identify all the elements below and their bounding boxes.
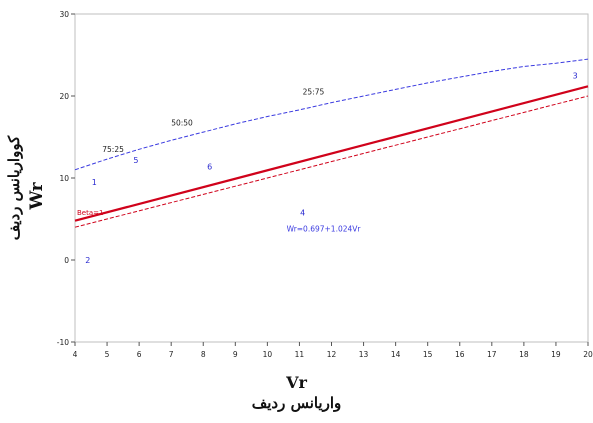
y-tick-label: -10 bbox=[57, 338, 69, 347]
x-axis-label: Vr bbox=[286, 373, 307, 392]
x-tick-label: 18 bbox=[519, 350, 529, 359]
x-tick-label: 7 bbox=[169, 350, 174, 359]
y-tick-label: 0 bbox=[64, 256, 69, 265]
x-tick-label: 6 bbox=[137, 350, 142, 359]
x-tick-label: 11 bbox=[295, 350, 305, 359]
x-tick-label: 16 bbox=[455, 350, 465, 359]
unit-slope-label: Beta=1 bbox=[77, 209, 103, 217]
x-tick-label: 10 bbox=[263, 350, 273, 359]
parabola-ratio-label: 75:25 bbox=[102, 145, 124, 154]
regression-line bbox=[74, 85, 589, 222]
regression-equation: Wr=0.697+1.024Vr bbox=[287, 224, 362, 233]
parabola-ratio-label: 50:50 bbox=[171, 119, 193, 128]
data-point-label: 2 bbox=[85, 256, 90, 265]
x-tick-label: 12 bbox=[327, 350, 337, 359]
x-tick-label: 8 bbox=[201, 350, 206, 359]
limiting-parabola bbox=[74, 58, 589, 171]
x-tick-label: 13 bbox=[359, 350, 369, 359]
plot-frame bbox=[74, 13, 589, 343]
x-tick-label: 17 bbox=[487, 350, 497, 359]
x-tick-label: 15 bbox=[423, 350, 433, 359]
x-tick-label: 9 bbox=[233, 350, 238, 359]
y-tick-label: 30 bbox=[59, 10, 69, 19]
data-point-label: 4 bbox=[300, 208, 305, 217]
data-point-label: 1 bbox=[92, 178, 97, 187]
x-tick-label: 4 bbox=[73, 350, 78, 359]
y-tick-label: 20 bbox=[59, 92, 69, 101]
data-point-label: 3 bbox=[573, 72, 578, 81]
x-tick-label: 20 bbox=[583, 350, 593, 359]
y-axis-label-persian: کوواریانس ردیف bbox=[5, 135, 23, 241]
data-point-label: 5 bbox=[133, 156, 138, 165]
y-tick-label: 10 bbox=[59, 174, 69, 183]
data-point-label: 6 bbox=[207, 163, 212, 172]
x-axis-label-persian: واریانس ردیف bbox=[251, 394, 342, 412]
parabola-ratio-label: 25:75 bbox=[303, 87, 325, 96]
x-tick-label: 14 bbox=[391, 350, 401, 359]
y-axis-label: Wr bbox=[27, 182, 47, 210]
x-tick-label: 5 bbox=[105, 350, 110, 359]
y-axis-label-group: کوواریانس ردیف Wr bbox=[0, 0, 60, 360]
x-tick-label: 19 bbox=[551, 350, 561, 359]
unit-slope-line bbox=[74, 95, 589, 228]
